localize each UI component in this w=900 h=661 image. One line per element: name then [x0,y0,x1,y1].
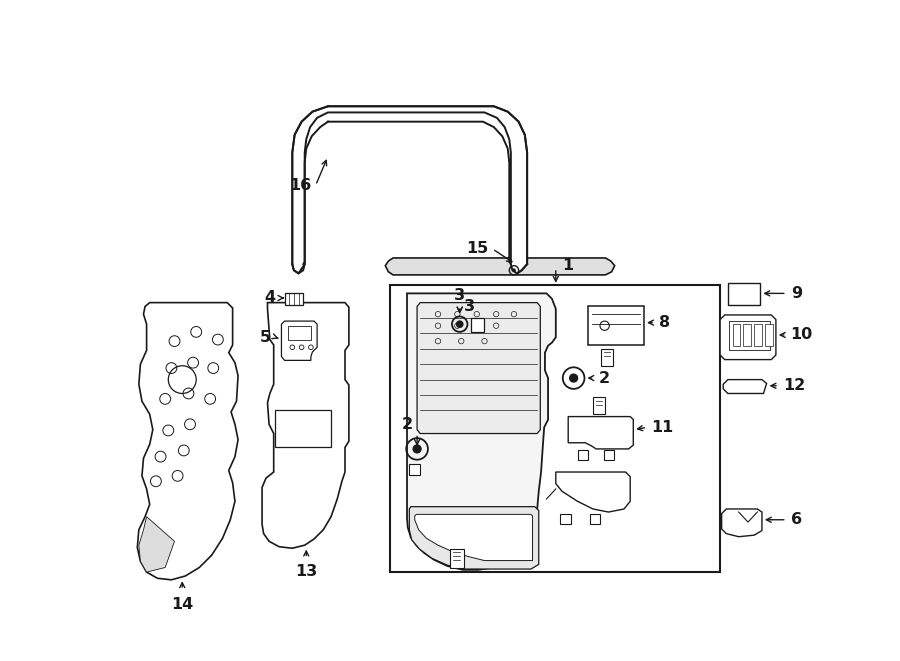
Bar [593,397,606,414]
Bar [765,324,773,346]
Circle shape [455,321,464,328]
Text: 12: 12 [783,378,806,393]
Text: 3: 3 [464,299,474,314]
Polygon shape [410,507,539,569]
Polygon shape [407,293,556,570]
Bar [733,324,740,346]
Text: 10: 10 [790,327,813,342]
Text: 11: 11 [651,420,673,435]
Text: 2: 2 [598,371,609,385]
Bar [578,450,588,461]
Text: 4: 4 [264,290,275,305]
Text: 6: 6 [790,512,802,527]
Polygon shape [568,416,634,449]
Polygon shape [720,315,776,360]
Polygon shape [417,303,540,434]
Polygon shape [385,258,615,275]
Polygon shape [138,303,238,580]
Bar [589,307,644,345]
Bar [410,464,420,475]
Polygon shape [415,514,533,561]
Circle shape [512,268,516,272]
Bar [288,326,310,340]
Text: 13: 13 [295,564,318,580]
Bar [275,410,331,447]
Bar [472,318,483,332]
Polygon shape [262,303,349,548]
Text: 7: 7 [607,499,618,514]
Text: 2: 2 [401,417,412,432]
Bar [390,285,720,572]
Circle shape [569,373,579,383]
Bar [743,324,752,346]
Polygon shape [282,321,317,360]
Bar [604,450,614,461]
Bar [601,349,613,366]
Bar [590,514,600,524]
Polygon shape [139,517,175,572]
Bar [450,549,464,568]
Circle shape [412,444,422,453]
Text: 9: 9 [790,286,802,301]
Text: 5: 5 [260,330,272,345]
Polygon shape [722,509,762,537]
Bar [561,514,571,524]
Polygon shape [292,106,527,274]
Bar [754,324,762,346]
Polygon shape [724,379,767,393]
Text: 16: 16 [290,178,311,193]
Bar [284,293,303,305]
Text: 8: 8 [659,315,670,330]
Polygon shape [556,472,630,512]
Bar [729,321,769,350]
Text: 14: 14 [171,597,194,612]
Text: 15: 15 [466,241,489,256]
Text: 1: 1 [562,258,573,273]
Text: 3: 3 [454,288,465,303]
Bar [728,284,760,305]
